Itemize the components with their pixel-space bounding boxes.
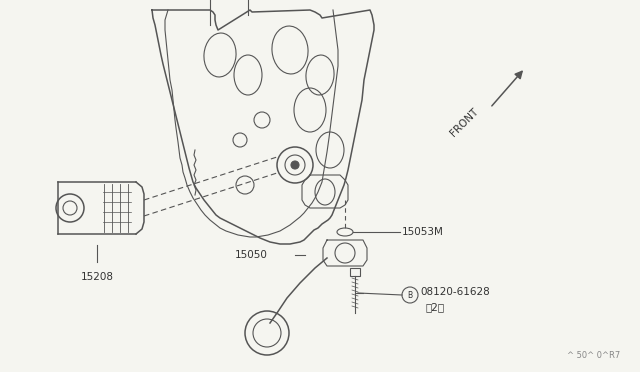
Text: 15053M: 15053M [402,227,444,237]
Text: 15050: 15050 [235,250,268,260]
Text: B: B [408,291,413,299]
Text: 08120-61628: 08120-61628 [420,287,490,297]
Circle shape [291,161,299,169]
Text: （2）: （2） [425,302,444,312]
Bar [350,268,360,276]
Text: ^ 50^ 0^R7: ^ 50^ 0^R7 [567,351,620,360]
Text: FRONT: FRONT [448,106,480,138]
Text: 15208: 15208 [81,272,113,282]
